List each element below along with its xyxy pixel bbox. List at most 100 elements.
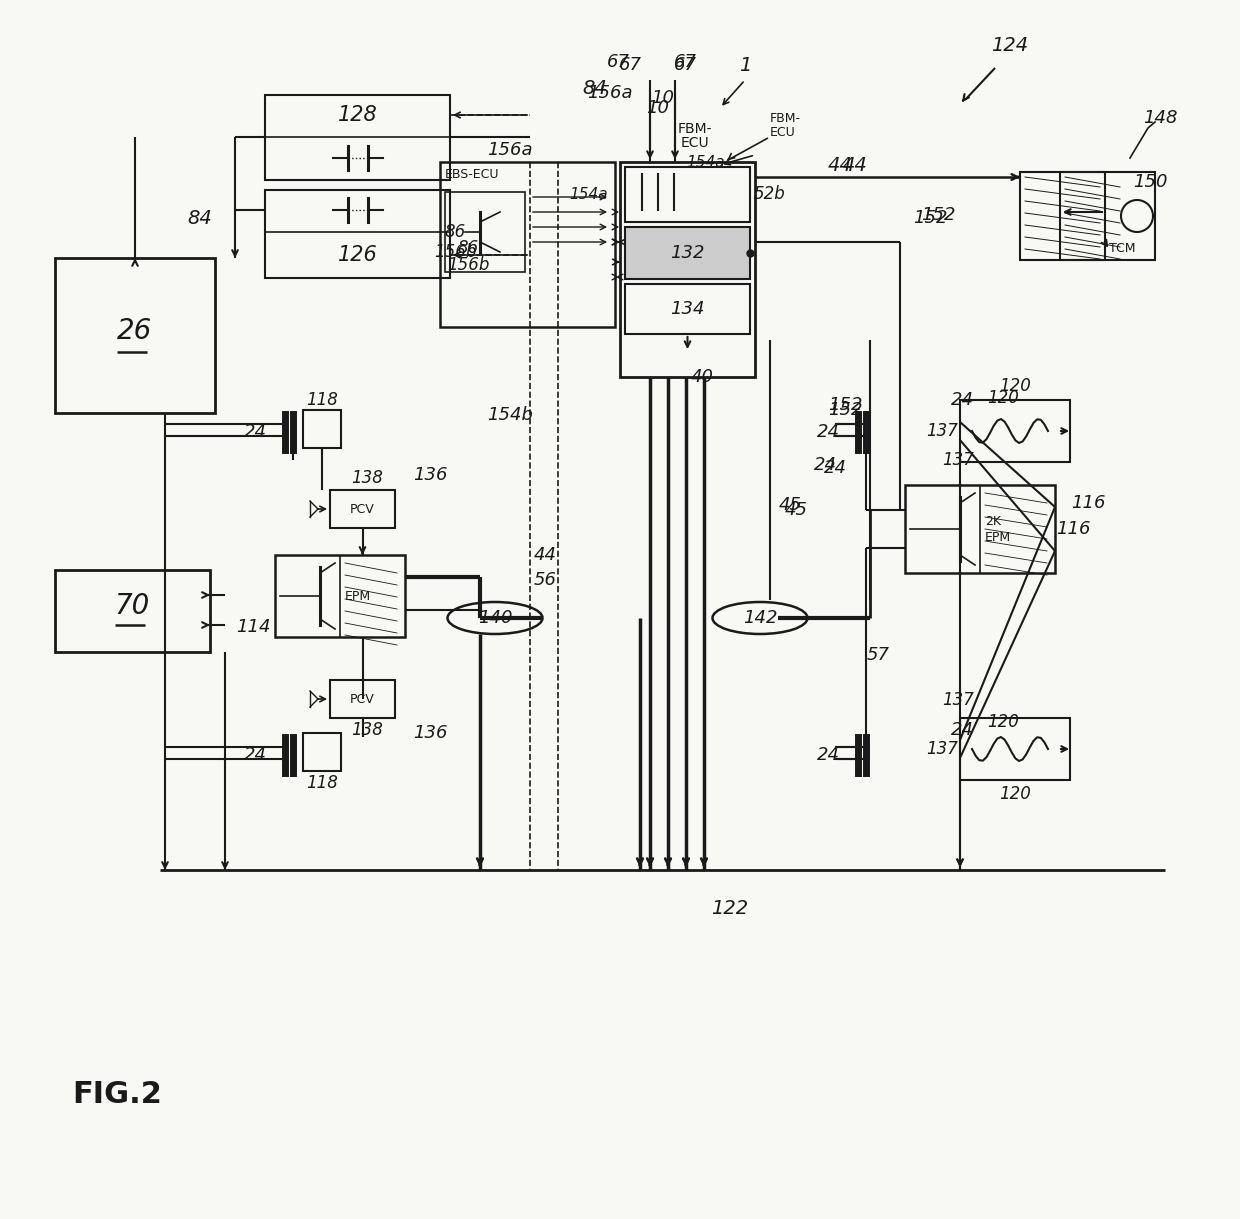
- Text: 120: 120: [999, 785, 1030, 803]
- Bar: [960, 400, 1070, 462]
- Text: 156b: 156b: [446, 256, 490, 274]
- Bar: [330, 490, 396, 528]
- Text: 24: 24: [951, 391, 973, 410]
- Text: 136: 136: [413, 724, 448, 742]
- Bar: [1021, 172, 1105, 260]
- Text: 52b: 52b: [754, 185, 786, 204]
- Text: 70: 70: [115, 592, 150, 620]
- Text: 124: 124: [992, 35, 1028, 55]
- Text: 120: 120: [987, 713, 1019, 731]
- Text: 148: 148: [1143, 108, 1177, 127]
- Text: 45: 45: [779, 496, 801, 514]
- Text: 154a: 154a: [569, 187, 608, 201]
- Text: FBM-: FBM-: [678, 122, 712, 137]
- Text: 152: 152: [828, 401, 862, 419]
- Text: 154a: 154a: [687, 155, 725, 169]
- Text: 44: 44: [843, 156, 867, 174]
- Text: 56: 56: [533, 570, 557, 589]
- Text: PCV: PCV: [350, 692, 374, 706]
- Bar: [275, 555, 405, 638]
- Text: 45: 45: [785, 501, 807, 519]
- Bar: [55, 570, 210, 652]
- Text: 67: 67: [619, 56, 641, 74]
- Text: PCV: PCV: [350, 502, 374, 516]
- Text: 84: 84: [583, 78, 608, 98]
- Text: EPM: EPM: [985, 530, 1011, 544]
- Text: 116: 116: [1071, 494, 1105, 512]
- Text: 24: 24: [813, 456, 837, 474]
- Text: 150: 150: [1133, 173, 1167, 191]
- Text: 142: 142: [743, 610, 777, 627]
- Text: 57: 57: [867, 646, 889, 664]
- Text: 86: 86: [444, 223, 466, 241]
- Text: 152: 152: [921, 206, 955, 224]
- Text: 132: 132: [671, 244, 704, 262]
- Bar: [625, 284, 750, 334]
- Text: 136: 136: [413, 466, 448, 484]
- Text: 137: 137: [926, 740, 959, 758]
- Text: 118: 118: [306, 391, 339, 410]
- Bar: [625, 167, 750, 222]
- Text: 137: 137: [942, 451, 973, 469]
- Text: 116: 116: [1055, 521, 1090, 538]
- Text: 24: 24: [823, 460, 847, 477]
- Text: 10: 10: [651, 89, 675, 107]
- Text: 128: 128: [337, 105, 377, 126]
- Text: 67: 67: [673, 52, 697, 71]
- Text: 138: 138: [352, 720, 383, 739]
- Bar: [1060, 172, 1154, 260]
- Text: 24: 24: [243, 423, 267, 441]
- Text: 1: 1: [739, 56, 751, 74]
- Text: TCM: TCM: [1109, 241, 1136, 255]
- Text: 24: 24: [243, 746, 267, 764]
- Text: 118: 118: [306, 774, 339, 792]
- Text: 40: 40: [691, 368, 714, 386]
- Bar: [303, 733, 341, 770]
- Bar: [440, 162, 615, 327]
- Text: 86: 86: [458, 239, 479, 257]
- Bar: [445, 193, 525, 272]
- Text: 44: 44: [533, 546, 557, 564]
- Text: 152: 152: [913, 208, 947, 227]
- Text: 126: 126: [337, 245, 377, 265]
- Bar: [905, 485, 1055, 573]
- Text: 152: 152: [828, 396, 862, 414]
- Text: FIG.2: FIG.2: [72, 1080, 162, 1109]
- Text: 114: 114: [236, 618, 270, 636]
- Text: EPM: EPM: [345, 590, 371, 602]
- Bar: [265, 95, 450, 180]
- Bar: [55, 258, 215, 413]
- Text: 67: 67: [606, 52, 630, 71]
- Text: EBS-ECU: EBS-ECU: [445, 168, 500, 180]
- Text: 120: 120: [999, 377, 1030, 395]
- Text: 138: 138: [352, 469, 383, 488]
- Text: 26: 26: [118, 317, 153, 345]
- Text: 122: 122: [712, 898, 749, 918]
- Bar: [303, 410, 341, 449]
- Text: 134: 134: [671, 300, 704, 318]
- Bar: [960, 718, 1070, 780]
- Text: 156a: 156a: [487, 141, 533, 158]
- Text: 24: 24: [951, 720, 973, 739]
- Bar: [265, 190, 450, 278]
- Text: FBM-: FBM-: [770, 111, 801, 124]
- Text: 44: 44: [827, 156, 852, 174]
- Text: 24: 24: [816, 423, 839, 441]
- Text: 24: 24: [816, 746, 839, 764]
- Text: 156b: 156b: [434, 243, 476, 261]
- Text: 140: 140: [477, 610, 512, 627]
- Text: 120: 120: [987, 389, 1019, 407]
- Text: ECU: ECU: [770, 126, 796, 139]
- Bar: [330, 680, 396, 718]
- Text: 2K: 2K: [985, 514, 1001, 528]
- Text: 137: 137: [926, 422, 959, 440]
- Text: 84: 84: [187, 208, 212, 228]
- Text: ECU: ECU: [681, 137, 709, 150]
- Text: 10: 10: [646, 99, 670, 117]
- Text: 137: 137: [942, 691, 973, 709]
- Text: 156a: 156a: [588, 84, 632, 102]
- Bar: [625, 227, 750, 279]
- Text: 67: 67: [673, 56, 697, 74]
- Text: 154b: 154b: [487, 406, 533, 424]
- Bar: [620, 162, 755, 377]
